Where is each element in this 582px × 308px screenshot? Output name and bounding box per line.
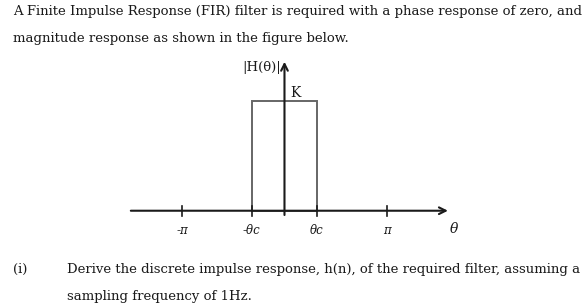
Text: K: K [290,87,301,100]
Text: A Finite Impulse Response (FIR) filter is required with a phase response of zero: A Finite Impulse Response (FIR) filter i… [13,5,582,18]
Text: |H(θ)|: |H(θ)| [242,61,281,74]
Text: (i): (i) [13,263,27,276]
Text: -θc: -θc [243,224,261,237]
Bar [252,101,317,211]
Text: sampling frequency of 1Hz.: sampling frequency of 1Hz. [67,290,252,302]
Text: -π: -π [176,224,188,237]
Text: Derive the discrete impulse response, h(n), of the required filter, assuming a: Derive the discrete impulse response, h(… [67,263,580,276]
Text: π: π [383,224,391,237]
Text: magnitude response as shown in the figure below.: magnitude response as shown in the figur… [13,32,349,45]
Text: θ: θ [450,222,458,236]
Text: θc: θc [310,224,324,237]
